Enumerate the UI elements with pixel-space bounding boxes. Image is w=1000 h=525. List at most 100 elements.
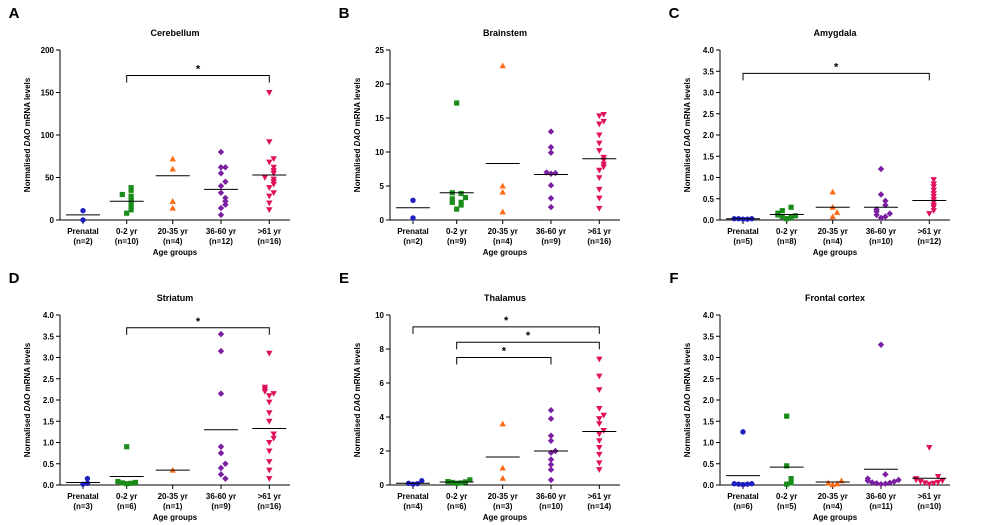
y-tick-label: 15 <box>375 114 384 123</box>
data-point <box>270 391 277 397</box>
data-point <box>467 477 473 483</box>
data-point <box>547 415 555 422</box>
data-point <box>877 214 885 222</box>
y-axis-title-suffix: mRNA levels <box>23 77 32 128</box>
data-point <box>499 62 506 69</box>
data-point <box>934 479 942 486</box>
data-point <box>217 471 225 478</box>
n-label: (n=14) <box>587 502 611 511</box>
data-point <box>270 431 277 438</box>
significance-star: * <box>502 346 507 358</box>
y-axis-title-italic: DAO <box>683 393 692 412</box>
data-point <box>217 189 225 196</box>
category-label: >61 yr <box>918 227 941 236</box>
data-point <box>930 480 937 487</box>
significance-star: * <box>834 61 839 73</box>
data-point <box>600 161 607 168</box>
y-tick-label: 0.5 <box>703 460 715 469</box>
data-point <box>84 480 91 486</box>
n-label: (n=12) <box>917 237 941 246</box>
category-label: 20-35 yr <box>488 492 518 501</box>
category-label: Prenatal <box>727 227 759 236</box>
category-label: 20-35 yr <box>488 227 518 236</box>
data-point <box>912 476 920 482</box>
data-point <box>217 148 225 156</box>
data-point <box>410 481 416 487</box>
data-point <box>600 428 607 434</box>
data-point <box>169 198 176 204</box>
data-point <box>833 209 841 215</box>
data-point <box>458 202 464 208</box>
data-point <box>124 444 130 450</box>
category-label: 36-60 yr <box>866 227 896 236</box>
y-tick-label: 3.0 <box>43 354 55 363</box>
y-tick-label: 0.0 <box>703 216 715 225</box>
data-point <box>744 481 751 487</box>
data-point <box>266 89 273 96</box>
n-label: (n=9) <box>541 237 561 246</box>
n-label: (n=16) <box>587 237 611 246</box>
n-label: (n=4) <box>823 502 843 511</box>
data-point <box>169 155 176 162</box>
data-point <box>266 207 273 213</box>
data-point <box>784 216 790 222</box>
data-point <box>917 479 924 485</box>
data-point <box>266 418 273 425</box>
x-axis-title: Age groups <box>153 513 198 522</box>
data-point <box>930 181 937 188</box>
significance-bracket <box>126 327 270 335</box>
data-point <box>217 449 225 457</box>
y-axis-title-prefix: Normalised <box>683 146 692 192</box>
significance-star: * <box>504 315 509 327</box>
data-point <box>596 405 603 412</box>
data-point <box>217 204 225 212</box>
data-point <box>266 185 273 191</box>
data-point <box>596 467 603 473</box>
category-label: >61 yr <box>918 492 941 501</box>
y-tick-label: 4.0 <box>703 311 715 320</box>
data-point <box>217 170 225 177</box>
data-point <box>547 182 555 189</box>
panel-c: C Amygdala 0.0 0.5 1.0 1.5 2.0 2.5 3.0 3.5 4.0 Norm… <box>669 5 950 257</box>
data-point <box>419 478 425 484</box>
data-point <box>788 476 794 482</box>
category-label: 0-2 yr <box>446 492 467 501</box>
y-tick-label: 3.5 <box>43 332 55 341</box>
data-point <box>217 390 225 397</box>
data-point <box>547 461 555 468</box>
y-axis-title-italic: DAO <box>353 128 362 147</box>
panel-d: D Striatum 0.0 0.5 1.0 1.5 2.0 2.5 3.0 3.5 4.0 Norm… <box>9 270 290 522</box>
data-point <box>596 416 603 422</box>
category-label: 0-2 yr <box>776 492 797 501</box>
data-point <box>128 202 134 208</box>
n-label: (n=5) <box>733 237 753 246</box>
n-label: (n=3) <box>73 502 93 511</box>
category-label: 36-60 yr <box>206 227 236 236</box>
y-tick-label: 50 <box>45 174 54 183</box>
y-tick-label: 0.0 <box>703 481 715 490</box>
data-point <box>222 198 229 205</box>
panel-letter: C <box>669 5 680 22</box>
data-point <box>270 156 277 162</box>
y-tick-label: 25 <box>375 46 384 55</box>
n-label: (n=10) <box>539 502 563 511</box>
data-point <box>458 190 464 197</box>
data-point <box>547 437 555 444</box>
data-point <box>449 196 455 202</box>
data-point <box>547 203 555 211</box>
panel-title: Cerebellum <box>150 28 199 38</box>
y-tick-label: 4.0 <box>43 311 55 320</box>
y-axis-title: Normalised DAO mRNA levels <box>353 342 362 457</box>
data-point <box>596 356 603 363</box>
data-point <box>547 195 555 202</box>
data-point <box>829 188 836 195</box>
y-axis-title-suffix: mRNA levels <box>353 77 362 128</box>
category-label: 0-2 yr <box>116 492 137 501</box>
data-point <box>930 184 937 191</box>
significance-bracket <box>412 326 600 334</box>
n-label: (n=9) <box>447 237 467 246</box>
data-point <box>775 210 781 216</box>
data-point <box>410 215 416 221</box>
data-point <box>499 208 506 215</box>
y-tick-label: 1.5 <box>43 417 55 426</box>
